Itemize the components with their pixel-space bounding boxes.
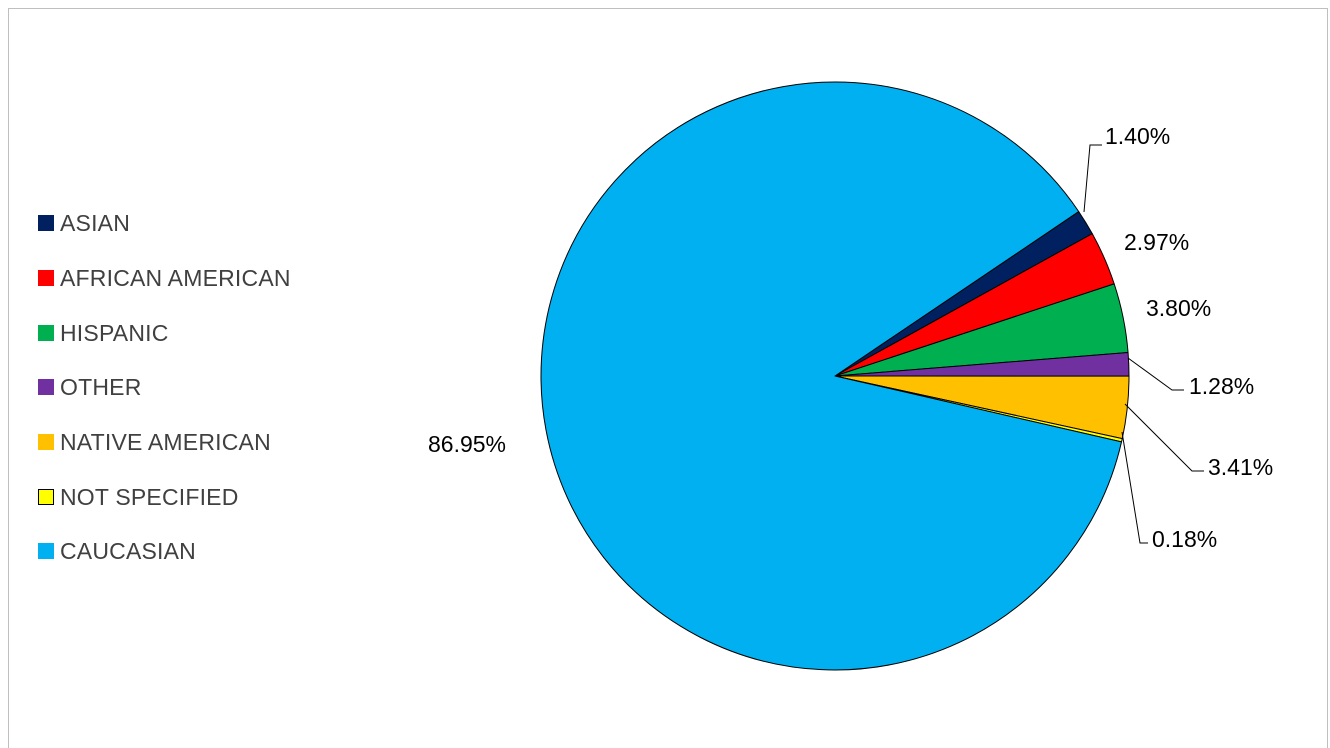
pie-slice-caucasian bbox=[540, 81, 1123, 671]
chart-legend: ASIAN AFRICAN AMERICAN HISPANIC OTHER NATIVE… bbox=[38, 196, 358, 579]
legend-swatch bbox=[38, 215, 54, 232]
data-label: 2.97% bbox=[1124, 229, 1189, 255]
legend-label: OTHER bbox=[60, 374, 142, 401]
legend-label: NOT SPECIFIED bbox=[60, 483, 239, 510]
leader-line bbox=[1124, 403, 1204, 472]
legend-label: CAUCASIAN bbox=[60, 538, 196, 565]
legend-item: AFRICAN AMERICAN bbox=[38, 251, 358, 306]
data-label: 0.18% bbox=[1152, 526, 1217, 552]
legend-label: HISPANIC bbox=[60, 319, 169, 346]
legend-item: NOT SPECIFIED bbox=[38, 469, 358, 524]
legend-label: AFRICAN AMERICAN bbox=[60, 265, 291, 292]
legend-swatch bbox=[38, 543, 54, 560]
data-label: 86.95% bbox=[428, 431, 506, 457]
legend-item: OTHER bbox=[38, 360, 358, 415]
leader-line bbox=[1127, 357, 1184, 391]
legend-label: ASIAN bbox=[60, 210, 131, 237]
data-label: 3.80% bbox=[1146, 295, 1211, 321]
legend-item: ASIAN bbox=[38, 196, 358, 251]
data-label: 1.40% bbox=[1105, 123, 1170, 149]
legend-label: NATIVE AMERICAN bbox=[60, 429, 271, 456]
leader-line bbox=[1121, 431, 1148, 544]
legend-swatch bbox=[38, 324, 54, 341]
data-label: 1.28% bbox=[1189, 373, 1254, 399]
legend-item: NATIVE AMERICAN bbox=[38, 415, 358, 470]
legend-swatch bbox=[38, 270, 54, 287]
legend-swatch bbox=[38, 488, 54, 505]
legend-swatch bbox=[38, 434, 54, 451]
leader-line bbox=[1083, 144, 1102, 213]
legend-item: HISPANIC bbox=[38, 305, 358, 360]
legend-swatch bbox=[38, 379, 54, 396]
data-label: 3.41% bbox=[1208, 454, 1273, 480]
legend-item: CAUCASIAN bbox=[38, 524, 358, 579]
